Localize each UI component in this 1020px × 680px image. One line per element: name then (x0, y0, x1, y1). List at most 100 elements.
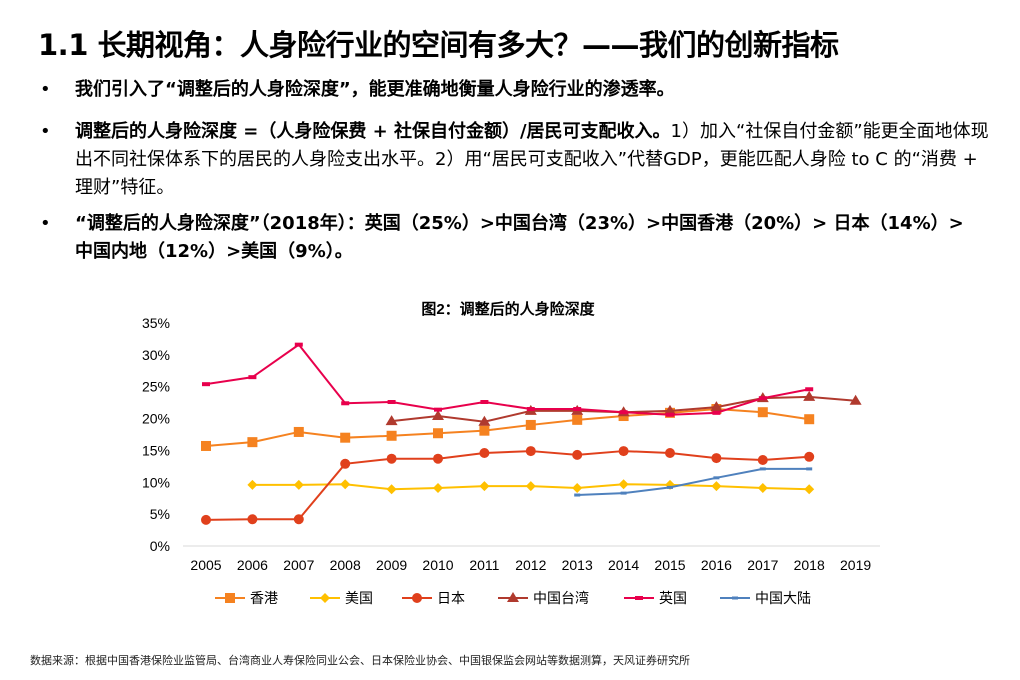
data-point (341, 401, 350, 406)
y-tick-label: 25% (142, 379, 170, 395)
data-point (758, 396, 767, 401)
data-point (433, 453, 443, 464)
data-point (757, 483, 768, 494)
data-point (757, 454, 768, 465)
data-point (480, 400, 489, 405)
legend-item: 中国台湾 (498, 590, 589, 606)
data-point (340, 458, 351, 469)
data-point (804, 414, 815, 425)
data-point (433, 483, 443, 494)
bullet-dot: • (40, 79, 51, 100)
data-point (665, 447, 675, 458)
data-point (386, 453, 397, 464)
legend-item: 日本 (402, 590, 465, 606)
data-point (247, 437, 258, 448)
data-point (572, 449, 583, 460)
data-point (711, 453, 722, 464)
bullet-dot: • (40, 213, 51, 234)
data-point (201, 440, 211, 451)
bullet-bold: 我们引入了“调整后的人身险深度”，能更准确地衡量人身险行业的渗透率。 (75, 79, 675, 100)
legend-label: 中国大陆 (755, 590, 811, 606)
legend-item: 中国大陆 (720, 590, 811, 606)
data-point (732, 596, 738, 600)
data-point (479, 447, 490, 458)
x-tick-label: 2011 (469, 557, 499, 573)
x-tick-label: 2006 (237, 557, 268, 573)
data-point (201, 514, 211, 525)
legend-label: 日本 (437, 590, 465, 606)
data-point (618, 446, 629, 457)
data-point (479, 425, 490, 436)
x-tick-label: 2008 (330, 557, 361, 573)
series-line (205, 343, 810, 416)
chart-title: 图2：调整后的人身险深度 (421, 300, 595, 318)
y-tick-label: 15% (142, 442, 170, 458)
data-point (806, 467, 813, 471)
data-point (293, 426, 304, 437)
data-point (340, 432, 351, 443)
bullet-text: 1）加入“社保自付金额”能更全面地体现出不同社保体系下的居民的人身险支出水平。2… (75, 121, 989, 198)
x-tick-label: 2016 (701, 557, 732, 573)
series-日本 (201, 446, 815, 525)
y-tick-label: 30% (142, 347, 170, 363)
data-point (573, 407, 582, 412)
series-英国 (202, 342, 814, 417)
data-point (412, 593, 422, 603)
data-point (713, 476, 720, 480)
data-point (434, 407, 442, 412)
data-point (432, 410, 444, 421)
y-tick-label: 10% (142, 474, 170, 490)
bullet-3: • “调整后的人身险深度”（2018年）：英国（25%）>中国台湾（23%）>中国… (40, 210, 990, 266)
legend-item: 英国 (624, 590, 687, 606)
legend-label: 英国 (659, 590, 687, 606)
y-tick-label: 20% (142, 411, 170, 427)
data-point (620, 491, 627, 495)
bullet-bold: “调整后的人身险深度”（2018年）：英国（25%）>中国台湾（23%）>中国香… (75, 213, 982, 262)
series-line (205, 408, 810, 447)
x-tick-label: 2012 (515, 557, 546, 573)
series-line (205, 450, 810, 521)
data-point (666, 412, 674, 417)
x-tick-label: 2013 (562, 557, 593, 573)
data-point (385, 415, 398, 426)
data-point (664, 404, 676, 415)
data-point (618, 479, 629, 490)
bullet-1: • 我们引入了“调整后的人身险深度”，能更准确地衡量人身险行业的渗透率。 (40, 76, 990, 104)
data-point (635, 596, 643, 600)
x-tick-label: 2015 (654, 557, 685, 573)
data-point (225, 593, 235, 603)
bullet-dot: • (40, 121, 51, 142)
y-tick-label: 35% (142, 315, 170, 331)
data-point (387, 400, 396, 405)
data-point (525, 419, 536, 430)
legend-label: 中国台湾 (533, 590, 589, 606)
x-tick-label: 2018 (794, 557, 825, 573)
x-tick-label: 2010 (422, 557, 453, 573)
x-tick-label: 2007 (283, 557, 314, 573)
data-point (757, 407, 768, 418)
data-point (526, 407, 535, 412)
data-point (667, 485, 673, 489)
data-point (619, 410, 628, 415)
data-point (572, 414, 583, 425)
y-tick-label: 0% (150, 538, 170, 554)
data-point (247, 479, 258, 490)
data-point (574, 493, 581, 497)
data-point (803, 390, 816, 401)
slide-title: 1.1 长期视角：人身险行业的空间有多大？——我们的创新指标 (38, 28, 839, 62)
data-point (710, 401, 723, 412)
legend-label: 美国 (345, 590, 373, 606)
series-line (577, 467, 810, 497)
data-point (340, 479, 351, 490)
data-point (433, 428, 443, 439)
bullet-bold: 调整后的人身险深度 =（人身险保费 + 社保自付金额）/居民可支配收入。 (75, 121, 671, 142)
data-point (804, 484, 815, 495)
x-tick-label: 2009 (376, 557, 407, 573)
series-美国 (247, 479, 815, 495)
series-中国大陆 (574, 467, 813, 497)
data-point (202, 382, 210, 387)
bullet-2: • 调整后的人身险深度 =（人身险保费 + 社保自付金额）/居民可支配收入。1）加… (40, 118, 990, 202)
data-point (525, 446, 536, 457)
data-point (248, 375, 257, 380)
